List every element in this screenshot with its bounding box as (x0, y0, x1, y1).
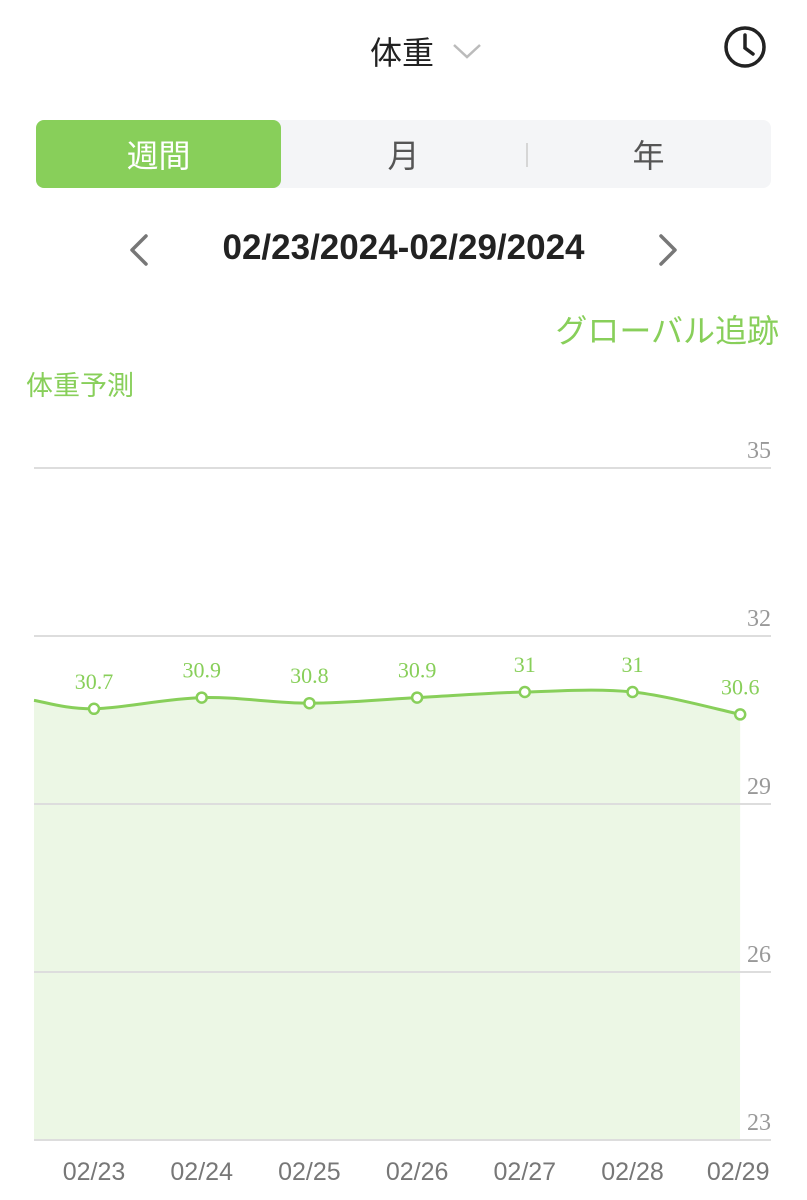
data-label: 30.6 (721, 674, 760, 699)
x-tick-label: 02/26 (386, 1158, 449, 1186)
data-point (410, 691, 424, 704)
header: 体重 (0, 0, 807, 100)
data-point (733, 708, 747, 721)
data-point (195, 691, 208, 704)
data-label: 30.8 (290, 663, 329, 688)
data-label: 31 (514, 652, 536, 677)
date-range-label: 02/23/2024-02/29/2024 (222, 228, 585, 267)
chevron-left-icon[interactable] (124, 230, 154, 270)
y-tick-label: 26 (747, 942, 771, 968)
tab-month[interactable]: 月 (387, 138, 420, 174)
date-navigator: 02/23/2024-02/29/2024 (0, 210, 807, 290)
y-tick-label: 35 (747, 438, 771, 464)
tab-divider (526, 143, 528, 167)
period-tabs: 週間 月 年 (36, 120, 771, 188)
tab-week[interactable]: 週間 (36, 120, 281, 188)
x-tick-label: 02/25 (278, 1158, 341, 1186)
data-label: 31 (622, 652, 644, 677)
x-tick-label: 02/27 (494, 1158, 557, 1186)
data-label: 30.9 (182, 658, 221, 683)
data-point (626, 685, 639, 699)
area-fill (34, 690, 741, 1140)
chevron-down-icon (453, 44, 481, 59)
clock-icon[interactable] (722, 24, 768, 70)
page-title: 体重 (370, 35, 435, 71)
data-point (518, 685, 532, 699)
y-tick-label: 32 (747, 606, 771, 632)
y-tick-label: 23 (747, 1110, 771, 1136)
global-tracking-link[interactable]: グローバル追跡 (555, 313, 779, 349)
x-tick-label: 02/23 (63, 1158, 126, 1186)
series-line (33, 688, 741, 716)
x-tick-label: 02/24 (170, 1158, 233, 1186)
x-tick-label: 02/28 (601, 1158, 664, 1186)
data-label: 30.9 (398, 658, 437, 683)
y-tick-label: 29 (747, 774, 771, 800)
chevron-right-icon[interactable] (653, 230, 683, 270)
data-point (303, 696, 316, 710)
title-dropdown[interactable]: 体重 (370, 28, 482, 74)
tab-year[interactable]: 年 (632, 138, 665, 174)
chart-subtitle: 体重予測 (26, 371, 134, 401)
x-tick-label: 02/29 (707, 1158, 770, 1186)
data-label: 30.7 (75, 669, 114, 694)
data-point (87, 702, 101, 716)
